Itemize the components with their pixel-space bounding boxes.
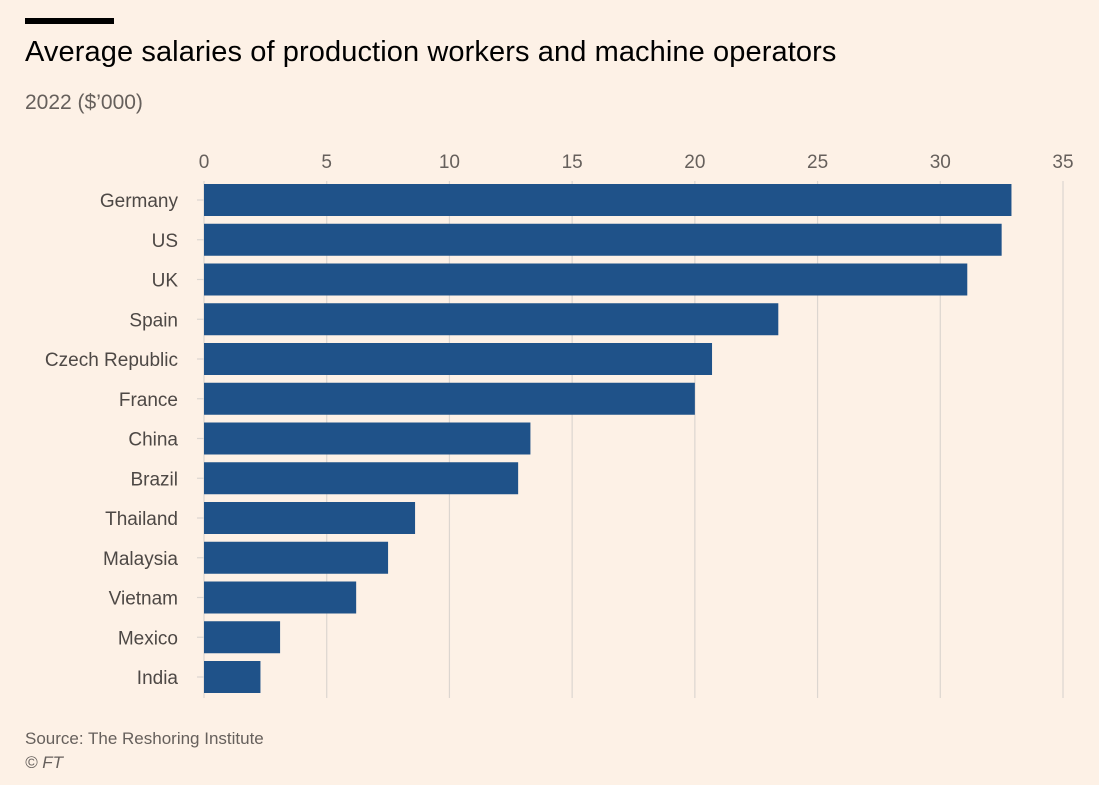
bar-us (204, 223, 1002, 256)
chart-subtitle: 2022 ($’000) (25, 91, 143, 114)
top-rule (25, 18, 114, 24)
bars (204, 184, 1012, 693)
bar-czech-republic (204, 343, 713, 375)
x-axis-tick-labels: 0 5 10 15 20 25 30 35 (199, 152, 1074, 173)
bar-vietnam (204, 581, 357, 614)
x-tick-label-35: 35 (1052, 152, 1073, 173)
category-label-uk: UK (152, 271, 179, 292)
bar-spain (204, 303, 779, 336)
bar-thailand (204, 502, 416, 534)
x-tick-label-15: 15 (562, 152, 583, 173)
category-label-germany: Germany (100, 191, 179, 212)
category-labels: Germany US UK Spain Czech Republic France Chin… (45, 191, 179, 689)
bar-germany (204, 184, 1012, 216)
bar-mexico (204, 621, 281, 654)
category-label-china: China (128, 430, 178, 451)
category-label-czech-republic: Czech Republic (45, 350, 178, 371)
bar-uk (204, 263, 968, 296)
x-tick-label-20: 20 (684, 152, 705, 173)
category-label-mexico: Mexico (118, 628, 178, 649)
x-tick-label-30: 30 (930, 152, 951, 173)
category-tick-marks (197, 199, 204, 678)
category-label-vietnam: Vietnam (109, 589, 178, 610)
category-label-thailand: Thailand (105, 509, 178, 530)
x-tick-label-25: 25 (807, 152, 828, 173)
chart-title: Average salaries of production workers a… (25, 36, 837, 68)
category-label-france: France (119, 390, 178, 411)
bar-india (204, 661, 261, 693)
category-label-us: US (152, 231, 178, 252)
bar-malaysia (204, 541, 389, 574)
category-label-malaysia: Malaysia (103, 549, 178, 570)
copyright-note: © FT (25, 753, 64, 772)
source-note: Source: The Reshoring Institute (25, 729, 264, 748)
category-label-brazil: Brazil (130, 469, 178, 490)
x-tick-label-5: 5 (321, 152, 332, 173)
bar-china (204, 422, 531, 455)
x-tick-label-0: 0 (199, 152, 210, 173)
bar-france (204, 382, 695, 415)
category-label-spain: Spain (129, 310, 178, 331)
category-label-india: India (137, 668, 179, 689)
bar-brazil (204, 462, 519, 495)
x-tick-label-10: 10 (439, 152, 460, 173)
